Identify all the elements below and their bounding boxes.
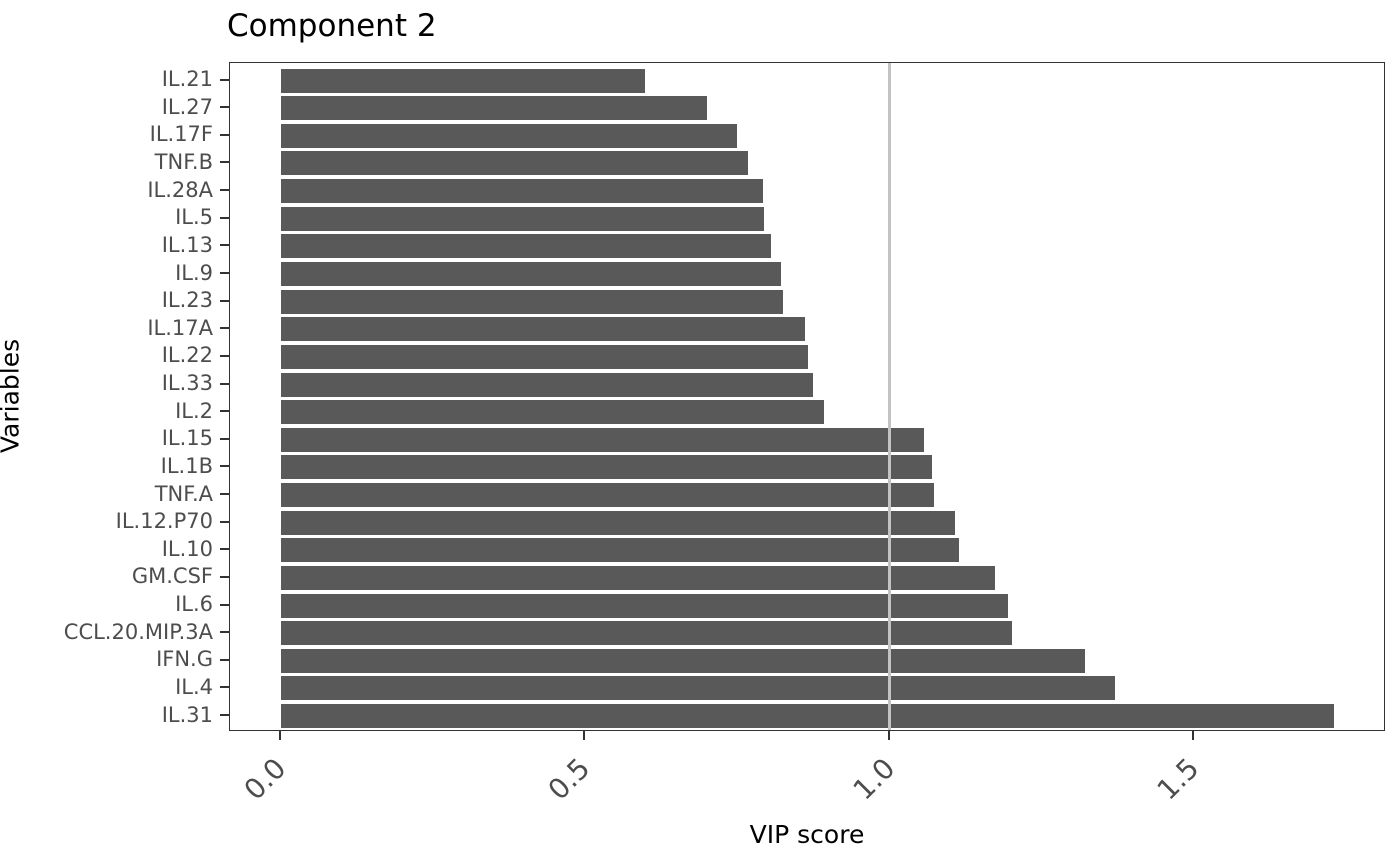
- bar: [281, 262, 781, 286]
- y-tick-mark: [220, 78, 229, 81]
- bar: [281, 344, 809, 369]
- y-tick-label: IFN.G: [156, 647, 213, 672]
- y-tick-label: IL.10: [161, 536, 213, 561]
- y-tick-label: IL.2: [175, 398, 213, 423]
- y-tick-mark: [220, 548, 229, 551]
- x-tick-label: 1.0: [846, 751, 902, 807]
- y-tick-mark: [220, 603, 229, 606]
- bar: [281, 400, 824, 425]
- y-tick-label: IL.13: [161, 232, 213, 257]
- x-tick-label: 0.0: [237, 751, 293, 807]
- bar: [281, 96, 708, 121]
- bar: [281, 621, 1013, 646]
- y-tick-label: TNF.A: [154, 481, 213, 506]
- bar: [281, 206, 764, 231]
- bar: [281, 648, 1086, 673]
- y-tick-mark: [220, 658, 229, 661]
- y-tick-mark: [220, 216, 229, 219]
- y-tick-label: IL.31: [161, 702, 213, 727]
- bar: [281, 234, 771, 259]
- y-tick-label: IL.1B: [160, 453, 213, 478]
- y-tick-label: IL.23: [161, 288, 213, 313]
- x-tick-mark: [887, 731, 890, 740]
- y-tick-mark: [220, 465, 229, 468]
- y-tick-mark: [220, 493, 229, 496]
- y-tick-mark: [220, 106, 229, 109]
- y-tick-label: CCL.20.MIP.3A: [63, 619, 213, 644]
- bar: [281, 427, 924, 452]
- bar: [281, 565, 995, 590]
- bar: [281, 179, 764, 204]
- y-tick-mark: [220, 410, 229, 413]
- y-tick-mark: [220, 382, 229, 385]
- bar: [281, 455, 932, 480]
- bar: [281, 593, 1008, 618]
- y-tick-label: IL.17A: [147, 315, 213, 340]
- x-tick-label: 1.5: [1150, 751, 1206, 807]
- bar: [281, 676, 1115, 701]
- y-tick-mark: [220, 686, 229, 689]
- y-tick-label: IL.6: [175, 592, 213, 617]
- y-tick-label: IL.27: [161, 94, 213, 119]
- y-tick-label: IL.33: [161, 371, 213, 396]
- x-tick-mark: [279, 731, 281, 740]
- y-tick-label: IL.5: [175, 205, 213, 230]
- y-tick-label: IL.4: [175, 674, 213, 699]
- y-tick-mark: [220, 714, 229, 717]
- y-tick-mark: [220, 161, 229, 164]
- y-tick-label: IL.17F: [149, 122, 213, 147]
- y-tick-mark: [220, 631, 229, 634]
- bar: [281, 483, 935, 508]
- bar: [281, 289, 784, 314]
- bar: [281, 151, 748, 176]
- y-tick-label: IL.12.P70: [115, 509, 213, 534]
- bar: [281, 538, 960, 563]
- bar: [281, 317, 806, 342]
- y-tick-mark: [220, 133, 229, 136]
- y-tick-label: GM.CSF: [131, 564, 213, 589]
- bar: [281, 372, 813, 397]
- chart-title: Component 2: [227, 8, 437, 44]
- y-tick-label: IL.22: [161, 343, 213, 368]
- y-tick-mark: [220, 575, 229, 578]
- y-tick-label: TNF.B: [154, 149, 213, 174]
- bar: [281, 68, 645, 93]
- reference-line: [888, 63, 891, 730]
- bar: [281, 704, 1335, 729]
- bar: [281, 123, 737, 148]
- y-tick-label: IL.9: [175, 260, 213, 285]
- x-tick-mark: [583, 731, 586, 740]
- y-tick-mark: [220, 189, 229, 192]
- y-tick-mark: [220, 437, 229, 440]
- y-tick-mark: [220, 272, 229, 274]
- y-tick-label: IL.15: [161, 426, 213, 451]
- y-tick-mark: [220, 299, 229, 302]
- x-tick-mark: [1192, 731, 1195, 740]
- x-axis-title: VIP score: [749, 820, 865, 849]
- y-tick-mark: [220, 520, 229, 523]
- plot-panel: [229, 62, 1385, 731]
- y-tick-mark: [220, 327, 229, 330]
- x-tick-label: 0.5: [541, 751, 597, 807]
- y-tick-mark: [220, 354, 229, 357]
- y-tick-label: IL.21: [161, 67, 213, 92]
- bar: [281, 510, 955, 535]
- y-tick-mark: [220, 244, 229, 247]
- y-tick-label: IL.28A: [147, 177, 213, 202]
